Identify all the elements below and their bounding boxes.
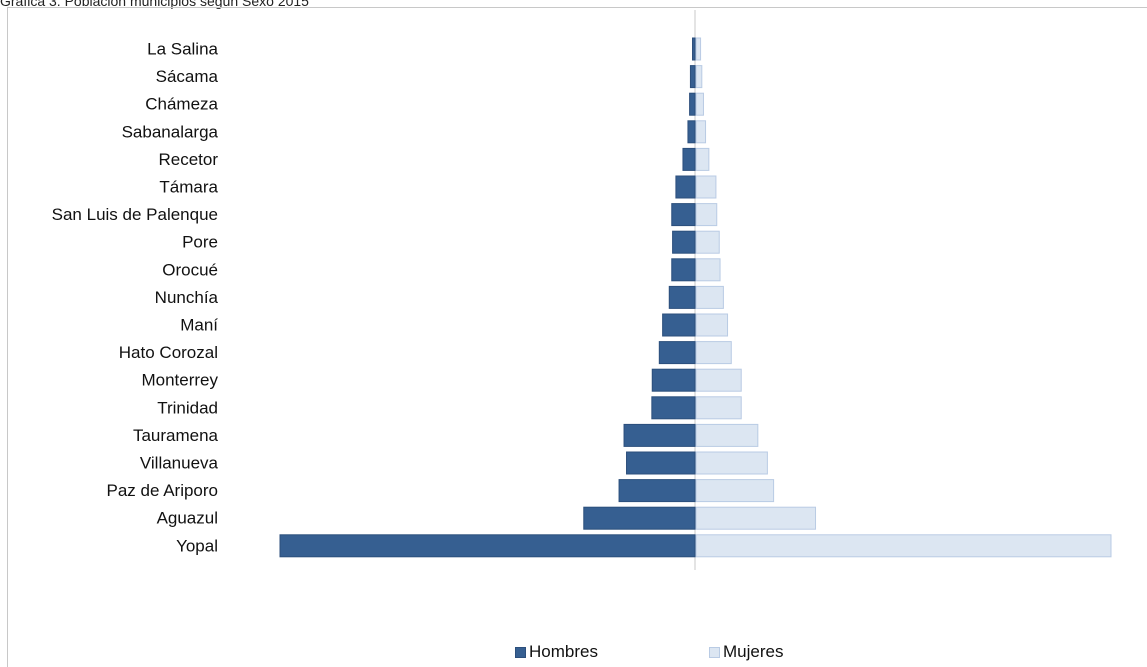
- legend-label-hombres: Hombres: [529, 642, 598, 661]
- category-label-chameza: Chámeza: [145, 95, 218, 114]
- bar-mujeres-san-luis-de-palenque: [695, 203, 718, 227]
- bar-mujeres-chameza: [695, 92, 704, 116]
- category-label-villanueva: Villanueva: [140, 454, 219, 473]
- category-label-orocue: Orocué: [162, 260, 218, 279]
- bar-hombres-paz-de-ariporo: [618, 479, 696, 503]
- category-label-la-salina: La Salina: [147, 40, 218, 59]
- category-label-san-luis-de-palenque: San Luis de Palenque: [52, 205, 218, 224]
- bar-hombres-recetor: [682, 147, 696, 171]
- chart-plot-area: La Salina Sácama Chámeza Sabanalarga Recetor…: [52, 10, 1112, 570]
- bar-mujeres-tauramena: [695, 423, 759, 447]
- bar-hombres-tamara: [675, 175, 696, 199]
- bar-mujeres-paz-de-ariporo: [695, 479, 775, 503]
- category-label-paz-de-ariporo: Paz de Ariporo: [106, 481, 218, 500]
- legend-label-mujeres: Mujeres: [723, 642, 784, 661]
- bar-mujeres-pore: [695, 230, 720, 254]
- bar-hombres-orocue: [671, 258, 696, 282]
- bar-mujeres-trinidad: [695, 396, 742, 420]
- bar-mujeres-monterrey: [695, 368, 742, 392]
- legend-item-hombres: Hombres: [515, 642, 598, 662]
- bar-mujeres-sabanalarga: [695, 120, 707, 144]
- bar-hombres-nunchia: [668, 285, 696, 309]
- bar-hombres-chameza: [689, 92, 696, 116]
- category-label-monterrey: Monterrey: [141, 371, 218, 390]
- category-label-mani: Maní: [180, 316, 218, 335]
- bar-hombres-yopal: [279, 534, 696, 558]
- bar-hombres-hato-corozal: [658, 341, 696, 365]
- legend-swatch-mujeres: [709, 646, 720, 658]
- bar-hombres-villanueva: [626, 451, 696, 475]
- category-label-hato-corozal: Hato Corozal: [119, 343, 218, 362]
- bar-hombres-mani: [662, 313, 696, 337]
- chart-title: Gráfica 3. Población municipios según Se…: [0, 0, 309, 9]
- category-label-sabanalarga: Sabanalarga: [122, 122, 219, 141]
- legend-item-mujeres: Mujeres: [709, 642, 783, 662]
- category-label-sacama: Sácama: [156, 67, 219, 86]
- category-label-yopal: Yopal: [176, 536, 218, 555]
- bar-hombres-sabanalarga: [687, 120, 696, 144]
- bar-hombres-sacama: [689, 65, 696, 89]
- bar-hombres-trinidad: [651, 396, 696, 420]
- bar-hombres-aguazul: [583, 506, 696, 530]
- bar-mujeres-la-salina: [695, 37, 702, 61]
- bar-hombres-monterrey: [651, 368, 696, 392]
- bar-mujeres-sacama: [695, 65, 703, 89]
- category-label-tamara: Támara: [159, 178, 218, 197]
- bar-mujeres-aguazul: [695, 506, 817, 530]
- bar-mujeres-nunchia: [695, 285, 724, 309]
- category-label-pore: Pore: [182, 233, 218, 252]
- bar-hombres-la-salina: [692, 37, 696, 61]
- bar-mujeres-hato-corozal: [695, 341, 732, 365]
- chart-frame: [7, 7, 1147, 667]
- bar-mujeres-villanueva: [695, 451, 768, 475]
- bar-mujeres-recetor: [695, 147, 710, 171]
- category-label-tauramena: Tauramena: [133, 426, 219, 445]
- bar-mujeres-orocue: [695, 258, 721, 282]
- bar-hombres-san-luis-de-palenque: [671, 203, 696, 227]
- bar-mujeres-mani: [695, 313, 729, 337]
- bar-hombres-pore: [672, 230, 696, 254]
- category-label-nunchia: Nunchía: [155, 288, 219, 307]
- chart-legend: Hombres Mujeres: [0, 642, 1147, 667]
- category-label-trinidad: Trinidad: [157, 398, 218, 417]
- category-label-recetor: Recetor: [158, 150, 218, 169]
- bar-hombres-tauramena: [623, 423, 696, 447]
- category-label-aguazul: Aguazul: [157, 509, 218, 528]
- bar-mujeres-yopal: [695, 534, 1112, 558]
- legend-swatch-hombres: [515, 646, 526, 658]
- bar-mujeres-tamara: [695, 175, 717, 199]
